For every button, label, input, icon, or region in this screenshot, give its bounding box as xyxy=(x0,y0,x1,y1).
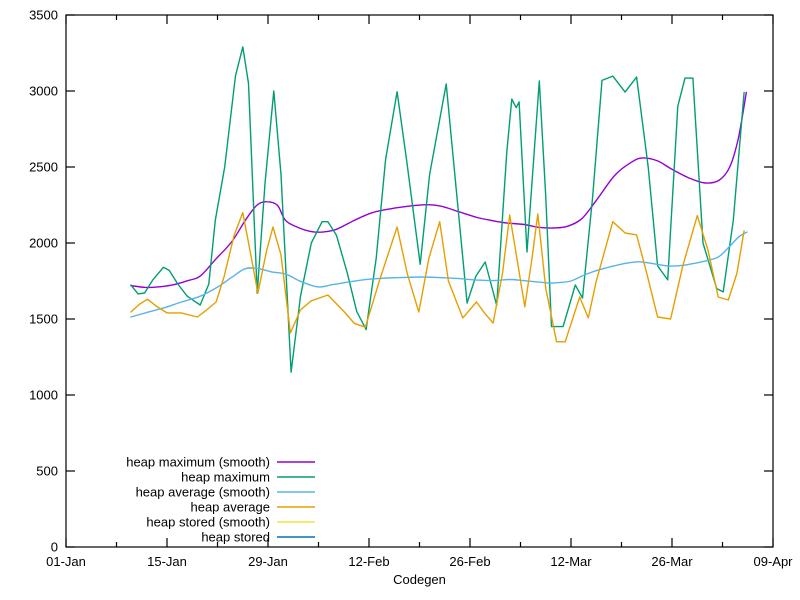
axis-ticks xyxy=(65,14,774,548)
x-tick-label: 09-Apr xyxy=(753,554,793,569)
legend-entry: heap stored xyxy=(201,530,315,545)
legend-entry: heap maximum (smooth) xyxy=(126,455,315,470)
axis-labels: 0 500 1000 1500 2000 2500 3000 3500 01-Jan 15-Jan… xyxy=(29,8,793,588)
x-tick-label: 26-Mar xyxy=(651,554,693,569)
legend-entry: heap stored (smooth) xyxy=(146,515,315,530)
legend-label: heap stored (smooth) xyxy=(146,515,270,530)
legend-label: heap average (smooth) xyxy=(136,485,270,500)
legend-label: heap maximum xyxy=(181,470,270,485)
legend-entry: heap average xyxy=(190,500,315,515)
series-line-heap-average xyxy=(130,211,745,343)
legend-label: heap maximum (smooth) xyxy=(126,455,270,470)
y-tick-label: 500 xyxy=(36,464,58,479)
legend-entry: heap maximum xyxy=(181,470,315,485)
x-tick-label: 12-Mar xyxy=(550,554,592,569)
legend-entry: heap average (smooth) xyxy=(136,485,315,500)
x-tick-label: 12-Feb xyxy=(348,554,389,569)
series-line-heap-average-smooth- xyxy=(130,231,748,318)
y-tick-label: 0 xyxy=(51,540,58,555)
series-line-heap-maximum xyxy=(130,46,745,373)
series-lines xyxy=(130,46,748,373)
y-tick-label: 3000 xyxy=(29,84,58,99)
y-tick-label: 2000 xyxy=(29,236,58,251)
x-tick-label: 26-Feb xyxy=(449,554,490,569)
x-axis-title: Codegen xyxy=(393,572,446,587)
x-tick-label: 01-Jan xyxy=(46,554,86,569)
legend-label: heap average xyxy=(190,500,270,515)
y-tick-label: 1000 xyxy=(29,388,58,403)
legend-label: heap stored xyxy=(201,530,270,545)
x-tick-label: 29-Jan xyxy=(248,554,288,569)
y-tick-label: 1500 xyxy=(29,312,58,327)
y-tick-label: 2500 xyxy=(29,160,58,175)
x-tick-label: 15-Jan xyxy=(147,554,187,569)
y-tick-label: 3500 xyxy=(29,8,58,23)
